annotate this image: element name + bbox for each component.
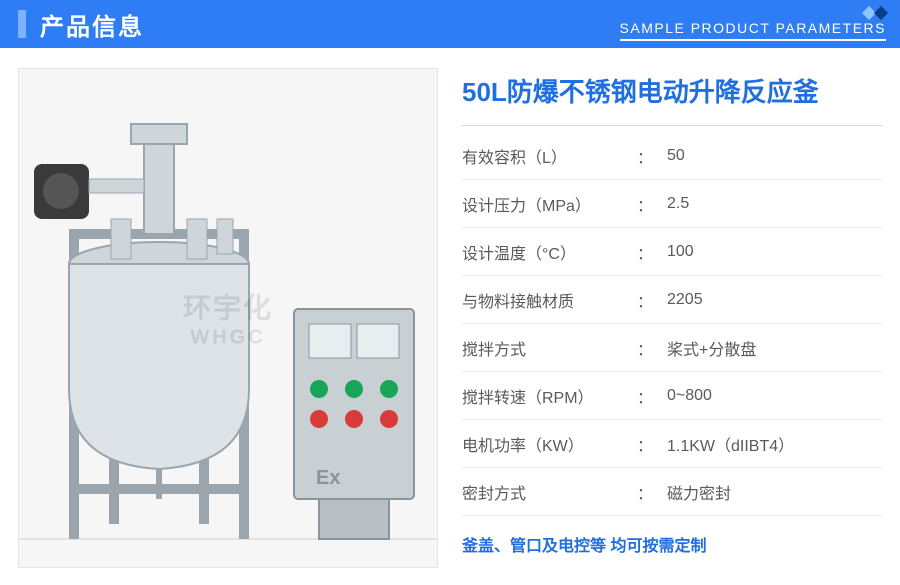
spec-panel: 50L防爆不锈钢电动升降反应釜 有效容积（L）：50设计压力（MPa）：2.5设…: [462, 68, 882, 568]
main-content: Ex 环宇化 WHGC 50L防爆不锈钢电动升降反应釜 有效容积（L）：50设计…: [0, 48, 900, 568]
customization-note: 釜盖、管口及电控等 均可按需定制: [462, 516, 882, 556]
spec-row: 密封方式：磁力密封: [462, 468, 882, 516]
diamond-icons: [864, 8, 886, 18]
spec-colon: ：: [637, 336, 667, 360]
header-right: SAMPLE PRODUCT PARAMETERS: [620, 8, 886, 41]
header-left: 产品信息: [0, 0, 144, 48]
spec-row: 搅拌方式：桨式+分散盘: [462, 324, 882, 372]
header-accent-bar: [18, 10, 26, 38]
spec-label: 与物料接触材质: [462, 288, 637, 312]
spec-row: 搅拌转速（RPM）：0~800: [462, 372, 882, 420]
spec-value: 0~800: [667, 387, 712, 405]
spec-colon: ：: [637, 432, 667, 456]
spec-colon: ：: [637, 144, 667, 168]
header-subtitle: SAMPLE PRODUCT PARAMETERS: [620, 20, 886, 41]
spec-value: 2205: [667, 291, 703, 309]
product-image: Ex 环宇化 WHGC: [18, 68, 438, 568]
spec-label: 设计温度（°C）: [462, 240, 637, 264]
spec-label: 搅拌转速（RPM）: [462, 384, 637, 408]
spec-colon: ：: [637, 480, 667, 504]
spec-value: 50: [667, 147, 685, 165]
spec-colon: ：: [637, 288, 667, 312]
spec-row: 有效容积（L）：50: [462, 132, 882, 180]
spec-label: 搅拌方式: [462, 336, 637, 360]
spec-label: 设计压力（MPa）: [462, 192, 637, 216]
spec-row: 设计温度（°C）：100: [462, 228, 882, 276]
spec-label: 有效容积（L）: [462, 144, 637, 168]
product-svg: Ex: [19, 69, 438, 568]
spec-value: 1.1KW（dIIBT4）: [667, 432, 794, 456]
product-title: 50L防爆不锈钢电动升降反应釜: [462, 68, 882, 126]
spec-colon: ：: [637, 384, 667, 408]
spec-value: 桨式+分散盘: [667, 336, 756, 360]
spec-value: 2.5: [667, 195, 689, 213]
spec-label: 电机功率（KW）: [462, 432, 637, 456]
spec-row: 电机功率（KW）：1.1KW（dIIBT4）: [462, 420, 882, 468]
spec-colon: ：: [637, 240, 667, 264]
spec-label: 密封方式: [462, 480, 637, 504]
spec-value: 磁力密封: [667, 480, 731, 504]
header-title: 产品信息: [40, 7, 144, 42]
svg-text:Ex: Ex: [316, 467, 340, 489]
spec-table: 有效容积（L）：50设计压力（MPa）：2.5设计温度（°C）：100与物料接触…: [462, 132, 882, 516]
spec-value: 100: [667, 243, 694, 261]
spec-row: 设计压力（MPa）：2.5: [462, 180, 882, 228]
spec-colon: ：: [637, 192, 667, 216]
header-banner: 产品信息 SAMPLE PRODUCT PARAMETERS: [0, 0, 900, 48]
spec-row: 与物料接触材质：2205: [462, 276, 882, 324]
diamond-icon: [874, 5, 888, 19]
